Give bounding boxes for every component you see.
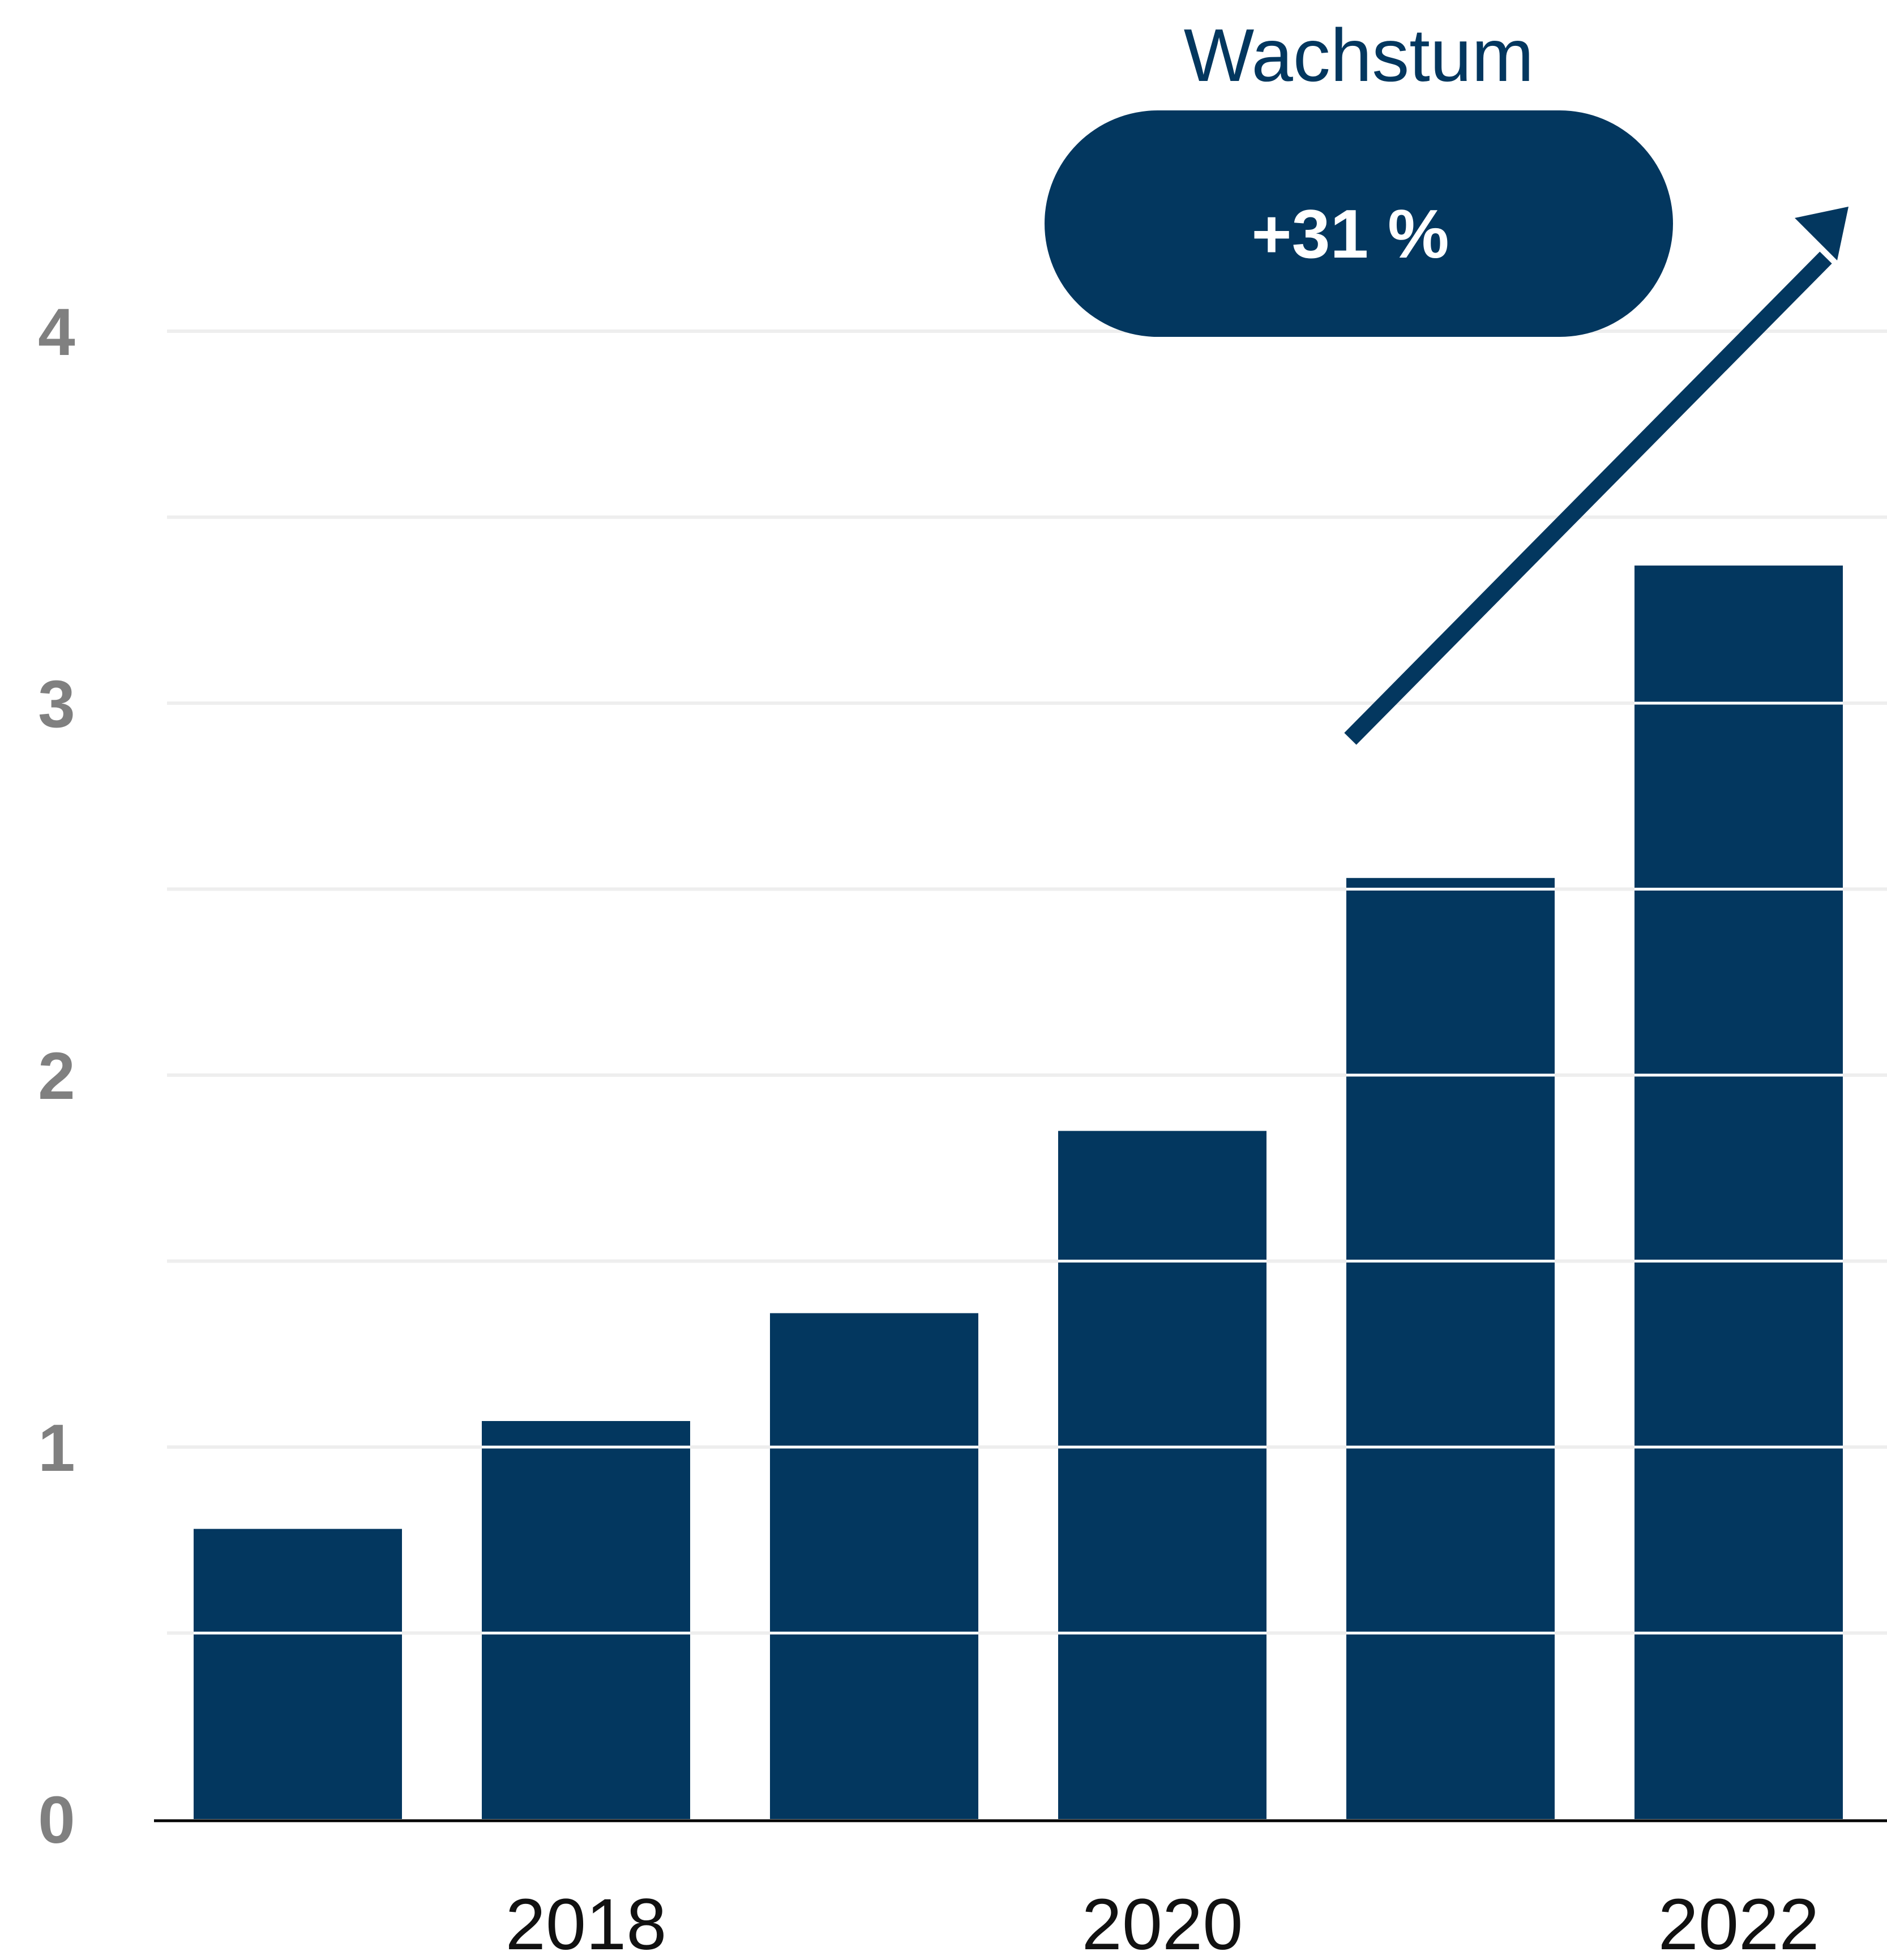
growth-annotation-pill [1045, 110, 1673, 337]
bar-2018 [482, 1421, 690, 1819]
x-tick-label: 2018 [506, 1884, 667, 1960]
bar-2022 [1634, 565, 1843, 1820]
growth-annotation-value: +31 % [1251, 195, 1449, 272]
growth-annotation: Wachstum +31 % [1045, 14, 1849, 745]
bar-gridline-overlay [194, 701, 1843, 1634]
x-tick-labels: 2018 2020 2022 [506, 1884, 1820, 1960]
y-tick-label: 1 [38, 1411, 75, 1486]
bar-2019 [770, 1313, 978, 1819]
x-tick-label: 2022 [1658, 1884, 1820, 1960]
y-tick-label: 4 [38, 295, 75, 370]
bars [194, 565, 1843, 1820]
y-tick-label: 2 [38, 1039, 75, 1114]
bar-2020 [1058, 1131, 1266, 1819]
growth-arrow-icon [1344, 251, 1832, 745]
y-tick-labels: 0 1 2 3 4 [38, 295, 75, 1858]
y-tick-label: 3 [38, 667, 75, 742]
x-tick-label: 2020 [1082, 1884, 1243, 1960]
growth-annotation-label: Wachstum [1184, 14, 1534, 97]
bar-2021 [1346, 878, 1555, 1819]
growth-arrow-head-icon [1795, 207, 1849, 260]
gridlines [167, 329, 1887, 1635]
bar-2017 [194, 1529, 402, 1819]
y-tick-label: 0 [38, 1783, 75, 1858]
